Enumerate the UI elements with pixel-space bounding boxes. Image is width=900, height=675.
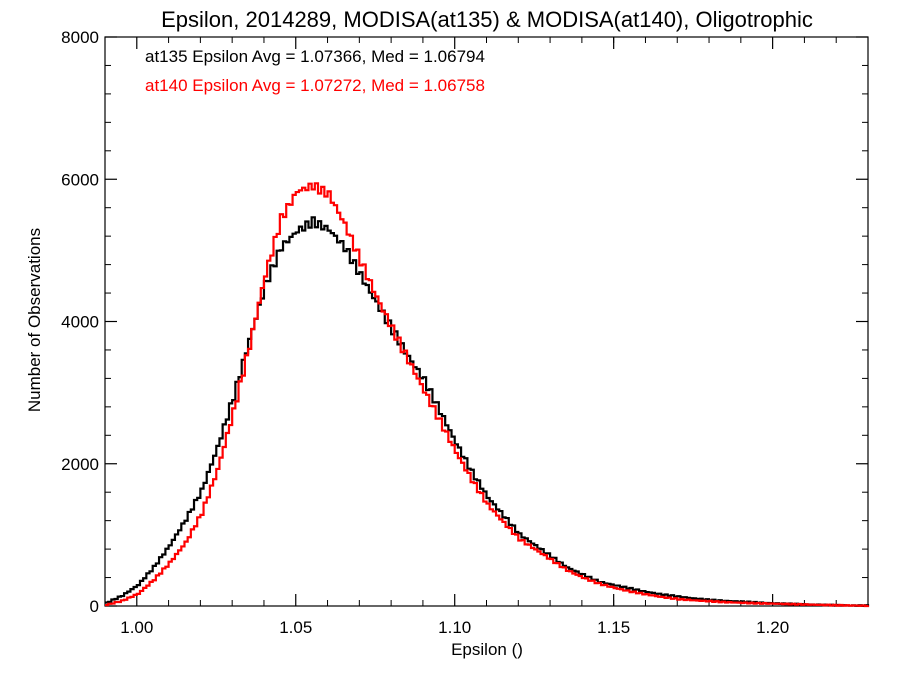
plot-frame xyxy=(104,36,869,607)
y-tick-label: 8000 xyxy=(61,28,99,47)
x-tick-label: 1.05 xyxy=(279,618,312,637)
legend-entry-at135: at135 Epsilon Avg = 1.07366, Med = 1.067… xyxy=(145,47,485,66)
y-axis: 0 2000 4000 6000 8000 xyxy=(61,28,868,616)
x-axis-label: Epsilon () xyxy=(451,640,523,659)
legend-entry-at140: at140 Epsilon Avg = 1.07272, Med = 1.067… xyxy=(145,76,485,95)
plot-area xyxy=(104,36,869,607)
x-axis: 1.00 1.05 1.10 1.15 1.20 xyxy=(104,37,869,637)
x-tick-label: 1.20 xyxy=(756,618,789,637)
y-tick-label: 2000 xyxy=(61,455,99,474)
series-line-at135 xyxy=(105,216,870,608)
chart-title: Epsilon, 2014289, MODISA(at135) & MODISA… xyxy=(161,7,813,32)
x-tick-label: 1.10 xyxy=(438,618,471,637)
y-tick-label: 0 xyxy=(90,597,99,616)
y-tick-label: 6000 xyxy=(61,170,99,189)
x-tick-label: 1.00 xyxy=(120,618,153,637)
series-line-at140 xyxy=(105,182,870,608)
x-tick-label: 1.15 xyxy=(597,618,630,637)
series-group xyxy=(105,182,870,608)
y-axis-label: Number of Observations xyxy=(25,228,44,412)
y-tick-label: 4000 xyxy=(61,313,99,332)
